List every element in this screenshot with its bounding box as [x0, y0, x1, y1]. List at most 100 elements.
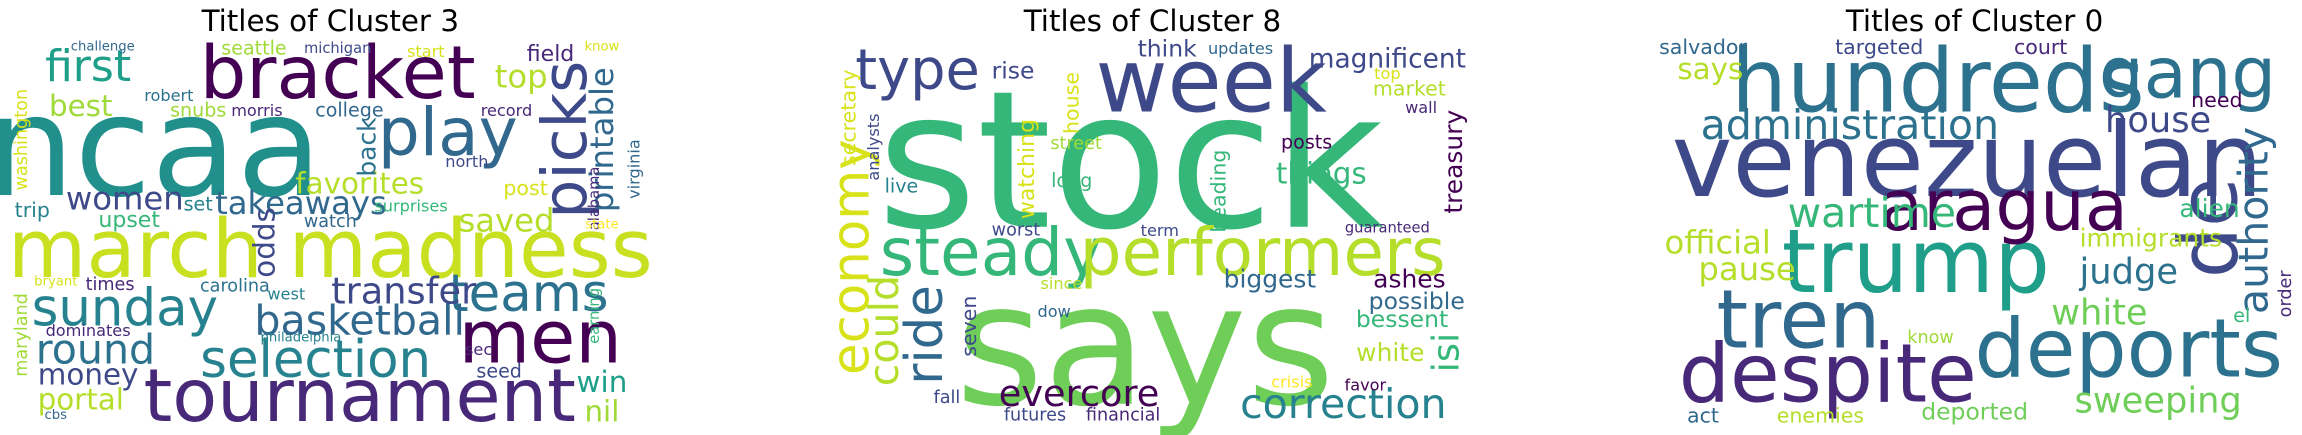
word: worst	[992, 221, 1041, 241]
word: street	[1050, 134, 1102, 154]
word: says	[955, 247, 1334, 435]
word: transfer	[331, 269, 477, 312]
word: stock	[877, 51, 1383, 273]
word: play	[378, 94, 518, 171]
word: futures	[1004, 406, 1066, 426]
word: despite	[1679, 328, 1977, 422]
word: sunday	[32, 279, 218, 339]
word: ride	[895, 285, 955, 385]
word: de	[2163, 177, 2257, 278]
word: nil	[584, 394, 619, 428]
word: things	[1276, 156, 1367, 190]
word: treasury	[1439, 110, 1468, 214]
word: morris	[231, 101, 282, 120]
word: robert	[144, 86, 193, 105]
word: deports	[1975, 303, 2283, 397]
chart-title: Titles of Cluster 3	[201, 4, 459, 38]
word: act	[1687, 404, 1719, 428]
word: long	[1051, 170, 1092, 192]
word: term	[1141, 221, 1179, 240]
word: ncaa	[0, 66, 322, 228]
word: el	[2233, 305, 2250, 327]
word: know	[1907, 328, 1954, 348]
word: alien	[2179, 194, 2239, 223]
word: times	[86, 275, 135, 295]
word: says	[1677, 52, 1743, 86]
word: picks	[529, 61, 601, 219]
word: trip	[15, 198, 50, 222]
word: seven	[957, 296, 981, 357]
word: heading	[1207, 150, 1231, 233]
word: administration	[1701, 101, 2000, 149]
word: earning	[586, 288, 603, 344]
word: need	[2191, 88, 2242, 112]
word: maryland	[12, 293, 32, 377]
word: updates	[1208, 39, 1273, 58]
word: house	[2105, 100, 2211, 141]
word: wartime	[1788, 189, 1957, 237]
word: fall	[934, 388, 961, 408]
word: back	[353, 117, 382, 177]
word: immigrants	[2080, 224, 2222, 253]
word: think	[1138, 35, 1197, 63]
word: snubs	[170, 99, 226, 121]
word: surprises	[374, 196, 447, 215]
word: court	[2014, 35, 2067, 59]
word: post	[503, 176, 547, 200]
word: philadelphia	[261, 330, 342, 345]
word: alabama	[586, 167, 603, 231]
word: judge	[2079, 251, 2179, 292]
word: portal	[38, 383, 124, 417]
word: seed	[476, 361, 522, 383]
word: bryant	[34, 275, 77, 290]
word: gang	[2099, 33, 2276, 115]
word: possible	[1369, 287, 1465, 315]
word: white	[1356, 338, 1424, 367]
word: money	[38, 358, 139, 392]
word: week	[1095, 29, 1326, 132]
word: live	[885, 176, 919, 198]
word: know	[584, 40, 619, 55]
word: correction	[1240, 380, 1447, 428]
word: salvador	[1659, 35, 1747, 59]
word: trump	[1782, 210, 2050, 313]
word: cbs	[45, 408, 68, 423]
word: teams	[448, 264, 608, 324]
word: tren	[1716, 273, 1880, 367]
word: official	[1664, 223, 1770, 261]
word: rise	[992, 57, 1035, 85]
word: biggest	[1224, 265, 1317, 294]
word: pause	[1698, 250, 1795, 288]
word: college	[315, 99, 383, 121]
word: dow	[1037, 302, 1070, 321]
word: crisis	[1271, 372, 1312, 391]
word: guaranteed	[1345, 219, 1430, 236]
word: top	[495, 58, 548, 96]
word: targeted	[1835, 35, 1923, 59]
word: win	[577, 365, 628, 399]
word: authority	[2230, 127, 2278, 314]
word: ashes	[1373, 265, 1445, 294]
word: round	[36, 326, 155, 374]
word: steady	[880, 214, 1102, 291]
word: since	[1040, 274, 1082, 293]
word: sec	[465, 340, 492, 359]
word: top	[1374, 64, 1400, 83]
word: enemies	[1777, 404, 1864, 428]
word: selection	[200, 330, 431, 390]
word: takeaways	[215, 184, 387, 222]
word: saved	[458, 201, 554, 239]
word: carolina	[200, 277, 270, 297]
word: west	[267, 284, 305, 303]
word: magnificent	[1309, 43, 1466, 74]
word: white	[2051, 292, 2147, 333]
word: performers	[1080, 214, 1446, 291]
word: printable	[583, 67, 621, 212]
word: isi	[1425, 333, 1468, 372]
word: north	[445, 152, 488, 171]
word: dominates	[46, 321, 131, 340]
word: evercore	[999, 372, 1160, 415]
